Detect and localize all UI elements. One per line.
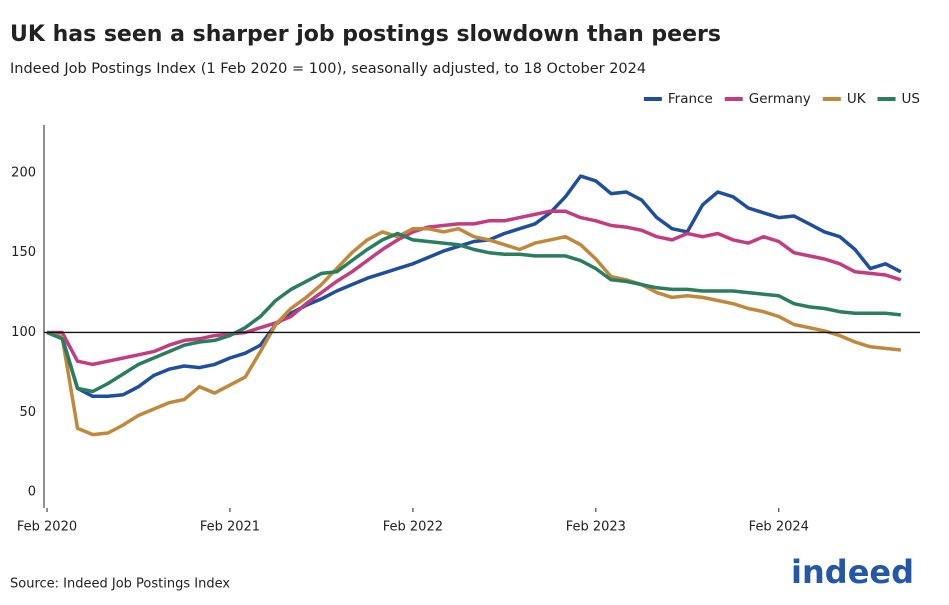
legend-label: France	[668, 91, 713, 107]
x-tick-label: Feb 2024	[749, 520, 809, 535]
y-tick-label: 50	[19, 405, 36, 420]
legend-label: US	[902, 91, 920, 107]
series-line	[46, 174, 902, 399]
y-tick-label: 0	[28, 485, 36, 500]
legend-label: UK	[847, 91, 867, 107]
x-tick-label: Feb 2020	[17, 520, 77, 535]
x-tick-label: Feb 2023	[566, 520, 626, 535]
y-tick-label: 200	[11, 165, 36, 180]
x-tick-label: Feb 2022	[383, 520, 443, 535]
y-tick-label: 150	[11, 245, 36, 260]
chart-title: UK has seen a sharper job postings slowd…	[10, 22, 721, 47]
source: Source: Indeed Job Postings Index	[10, 577, 230, 592]
series-line	[46, 226, 901, 437]
series-line	[46, 231, 901, 394]
logo: indeed	[791, 553, 914, 591]
x-tick-label: Feb 2021	[200, 520, 260, 535]
y-tick-label: 100	[11, 325, 36, 340]
legend-label: Germany	[749, 91, 811, 107]
series-line	[47, 209, 902, 367]
chart-subtitle: Indeed Job Postings Index (1 Feb 2020 = …	[10, 61, 646, 77]
